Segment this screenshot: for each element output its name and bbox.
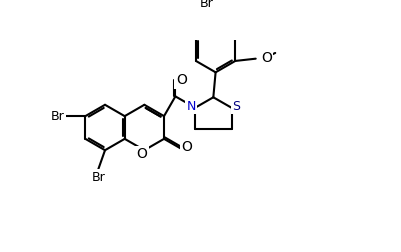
Text: O: O	[181, 140, 192, 154]
Text: O: O	[136, 147, 147, 162]
Text: Br: Br	[51, 110, 65, 123]
Text: S: S	[233, 100, 241, 113]
Text: Br: Br	[200, 0, 214, 10]
Text: Br: Br	[91, 171, 105, 184]
Text: O: O	[261, 51, 272, 65]
Text: O: O	[176, 74, 187, 87]
Text: N: N	[186, 100, 196, 113]
